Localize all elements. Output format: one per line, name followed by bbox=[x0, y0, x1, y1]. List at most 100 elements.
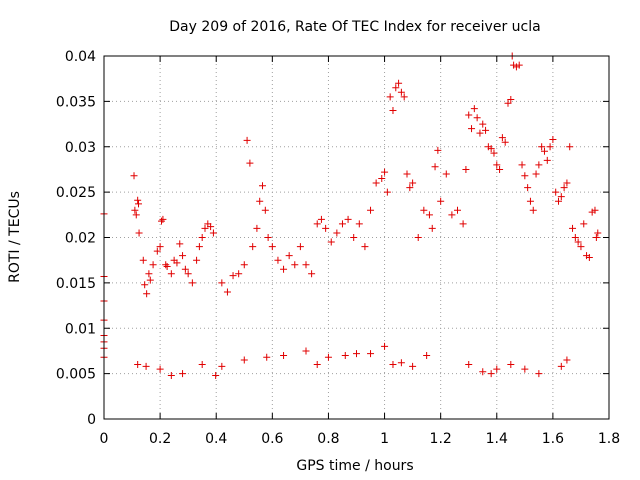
data-point bbox=[538, 143, 546, 151]
data-point bbox=[482, 126, 490, 134]
data-point bbox=[263, 353, 271, 361]
data-point bbox=[428, 224, 436, 232]
data-point bbox=[159, 215, 167, 223]
data-point bbox=[195, 243, 203, 251]
data-point bbox=[524, 184, 532, 192]
data-point bbox=[167, 371, 175, 379]
data-point bbox=[246, 159, 254, 167]
data-point bbox=[209, 229, 217, 237]
data-point bbox=[153, 247, 161, 255]
data-point bbox=[240, 356, 248, 364]
data-point bbox=[459, 220, 467, 228]
data-point bbox=[256, 197, 264, 205]
data-point bbox=[317, 215, 325, 223]
data-point bbox=[218, 279, 226, 287]
data-point bbox=[389, 106, 397, 114]
data-point bbox=[563, 179, 571, 187]
data-point bbox=[501, 138, 509, 146]
data-point bbox=[532, 170, 540, 178]
data-point bbox=[162, 261, 170, 269]
data-point bbox=[577, 243, 585, 251]
data-point bbox=[188, 279, 196, 287]
data-point bbox=[574, 238, 582, 246]
data-point bbox=[479, 368, 487, 376]
data-point bbox=[591, 206, 599, 214]
data-point bbox=[535, 370, 543, 378]
data-point bbox=[571, 234, 579, 241]
data-point bbox=[327, 238, 335, 246]
data-point bbox=[529, 206, 537, 214]
data-point bbox=[130, 172, 138, 180]
x-tick-label: 0.6 bbox=[261, 431, 283, 447]
data-point bbox=[526, 197, 534, 205]
data-point bbox=[264, 234, 272, 241]
data-point bbox=[240, 261, 248, 269]
data-point bbox=[540, 147, 548, 155]
data-point bbox=[378, 175, 386, 183]
data-point bbox=[324, 353, 332, 361]
data-point bbox=[134, 361, 142, 369]
data-point bbox=[313, 220, 321, 228]
data-point bbox=[442, 170, 450, 178]
data-point bbox=[350, 234, 358, 241]
data-point bbox=[141, 281, 149, 289]
data-point bbox=[504, 99, 512, 107]
data-point bbox=[173, 259, 181, 267]
data-point bbox=[425, 211, 433, 219]
data-point bbox=[496, 165, 504, 173]
data-point bbox=[392, 84, 400, 92]
data-point bbox=[145, 270, 153, 278]
data-point bbox=[566, 143, 574, 151]
data-point bbox=[181, 265, 189, 273]
data-point bbox=[389, 361, 397, 369]
data-points bbox=[100, 52, 602, 379]
data-point bbox=[135, 229, 143, 237]
data-point bbox=[207, 223, 215, 231]
data-point bbox=[470, 105, 478, 113]
plot-frame bbox=[103, 55, 610, 420]
x-tick-label: 1.2 bbox=[430, 431, 452, 447]
data-point bbox=[454, 206, 461, 214]
data-point bbox=[403, 170, 411, 178]
y-tick-label: 0.03 bbox=[65, 140, 96, 156]
data-point bbox=[386, 93, 394, 101]
data-point bbox=[280, 351, 288, 359]
data-point bbox=[296, 243, 304, 251]
x-tick-label: 0.4 bbox=[205, 431, 227, 447]
data-point bbox=[163, 263, 171, 271]
data-point bbox=[131, 206, 139, 214]
data-point bbox=[555, 197, 562, 205]
data-point bbox=[135, 200, 143, 208]
data-point bbox=[249, 243, 257, 251]
data-point bbox=[322, 224, 330, 232]
data-point bbox=[193, 256, 201, 264]
data-point bbox=[367, 206, 375, 214]
data-point bbox=[383, 188, 391, 196]
data-point bbox=[291, 261, 299, 269]
data-point bbox=[557, 362, 565, 370]
data-point bbox=[253, 224, 261, 232]
x-axis-label: GPS time / hours bbox=[296, 458, 413, 474]
data-point bbox=[308, 270, 316, 278]
data-point bbox=[521, 365, 529, 373]
data-point bbox=[372, 179, 380, 187]
data-point bbox=[268, 243, 276, 251]
x-tick-label: 1.6 bbox=[542, 431, 564, 447]
y-tick-label: 0.005 bbox=[56, 367, 96, 383]
data-point bbox=[543, 156, 551, 164]
data-point bbox=[184, 270, 192, 278]
data-point bbox=[448, 211, 456, 219]
data-point bbox=[580, 220, 588, 228]
data-point bbox=[409, 179, 417, 187]
data-point bbox=[585, 253, 593, 261]
data-point bbox=[333, 229, 341, 237]
data-point bbox=[546, 143, 554, 151]
x-tick-label: 1.4 bbox=[486, 431, 508, 447]
data-point bbox=[156, 365, 164, 373]
y-tick-label: 0 bbox=[87, 412, 96, 428]
y-axis-label: ROTI / TECUs bbox=[7, 191, 23, 283]
y-tick-label: 0.015 bbox=[56, 276, 96, 292]
data-point bbox=[552, 188, 560, 196]
data-point bbox=[569, 224, 577, 232]
data-point bbox=[302, 261, 310, 269]
